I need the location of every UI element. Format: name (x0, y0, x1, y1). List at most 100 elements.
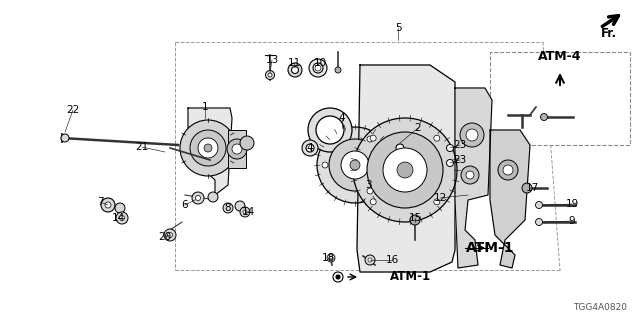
Circle shape (195, 196, 200, 201)
Text: 6: 6 (182, 200, 188, 210)
Circle shape (350, 160, 360, 170)
Text: ATM-1: ATM-1 (466, 241, 515, 255)
Circle shape (536, 202, 543, 209)
Circle shape (227, 139, 247, 159)
Circle shape (223, 203, 233, 213)
Circle shape (313, 63, 323, 73)
Circle shape (268, 73, 272, 77)
Circle shape (383, 148, 427, 192)
Circle shape (168, 233, 173, 237)
Circle shape (536, 219, 543, 226)
Circle shape (302, 140, 318, 156)
Circle shape (208, 192, 218, 202)
Circle shape (461, 166, 479, 184)
Text: 18: 18 (321, 253, 335, 263)
Circle shape (466, 171, 474, 179)
Circle shape (308, 108, 352, 152)
Circle shape (317, 127, 393, 203)
Text: 4: 4 (307, 143, 314, 153)
Circle shape (115, 203, 125, 213)
Circle shape (541, 114, 547, 121)
Circle shape (316, 116, 344, 144)
Text: 12: 12 (433, 193, 447, 203)
Circle shape (240, 207, 250, 217)
Circle shape (522, 183, 532, 193)
Circle shape (397, 162, 413, 178)
Text: 9: 9 (569, 216, 575, 226)
Text: 1: 1 (202, 102, 208, 112)
Circle shape (367, 136, 373, 142)
Circle shape (204, 144, 212, 152)
Circle shape (460, 123, 484, 147)
Circle shape (503, 165, 513, 175)
Text: 11: 11 (287, 58, 301, 68)
Circle shape (232, 144, 242, 154)
Circle shape (315, 65, 321, 71)
Circle shape (309, 59, 327, 77)
Circle shape (120, 215, 125, 220)
Circle shape (198, 138, 218, 158)
Text: TGG4A0820: TGG4A0820 (573, 303, 627, 313)
Circle shape (288, 63, 302, 77)
Text: 20: 20 (159, 232, 172, 242)
Text: 15: 15 (408, 213, 422, 223)
Circle shape (367, 188, 373, 194)
Circle shape (243, 210, 247, 214)
Circle shape (447, 159, 454, 166)
Text: ATM-4: ATM-4 (538, 50, 582, 62)
Circle shape (116, 212, 128, 224)
Circle shape (367, 132, 443, 208)
Text: 16: 16 (385, 255, 399, 265)
Circle shape (180, 120, 236, 176)
Text: ATM-1: ATM-1 (390, 270, 431, 284)
Text: 22: 22 (67, 105, 79, 115)
Circle shape (370, 135, 376, 141)
Circle shape (370, 199, 376, 205)
Text: 3: 3 (365, 180, 371, 190)
Circle shape (434, 135, 440, 141)
Circle shape (240, 136, 254, 150)
Circle shape (368, 258, 372, 262)
Circle shape (105, 202, 111, 208)
Polygon shape (357, 65, 455, 272)
Polygon shape (455, 88, 492, 268)
Text: 8: 8 (225, 203, 231, 213)
Text: 10: 10 (314, 58, 326, 68)
Circle shape (333, 272, 343, 282)
Circle shape (164, 229, 176, 241)
Text: 19: 19 (565, 199, 579, 209)
Circle shape (365, 255, 375, 265)
Circle shape (101, 198, 115, 212)
Text: 14: 14 (241, 207, 255, 217)
Text: 14: 14 (111, 213, 125, 223)
Circle shape (329, 256, 333, 260)
Circle shape (466, 129, 478, 141)
Circle shape (327, 254, 335, 262)
Circle shape (434, 199, 440, 205)
Bar (228, 130, 246, 168)
Text: 5: 5 (395, 23, 401, 33)
Circle shape (392, 140, 408, 156)
Circle shape (266, 70, 275, 79)
Circle shape (329, 139, 381, 191)
Text: 13: 13 (266, 55, 278, 65)
Text: 21: 21 (136, 142, 148, 152)
Circle shape (396, 144, 404, 152)
Polygon shape (490, 130, 530, 268)
Circle shape (61, 134, 69, 142)
Circle shape (410, 215, 420, 225)
Text: 17: 17 (525, 183, 539, 193)
Circle shape (192, 192, 204, 204)
Circle shape (447, 145, 454, 151)
Circle shape (341, 151, 369, 179)
Text: 23: 23 (453, 140, 467, 150)
Circle shape (306, 144, 314, 152)
Text: 4: 4 (339, 113, 346, 123)
Text: 2: 2 (415, 123, 421, 133)
Polygon shape (188, 108, 232, 195)
Circle shape (291, 67, 298, 74)
Circle shape (353, 118, 457, 222)
Text: Fr.: Fr. (601, 27, 617, 39)
Bar (490, 52, 630, 145)
Circle shape (235, 201, 245, 211)
